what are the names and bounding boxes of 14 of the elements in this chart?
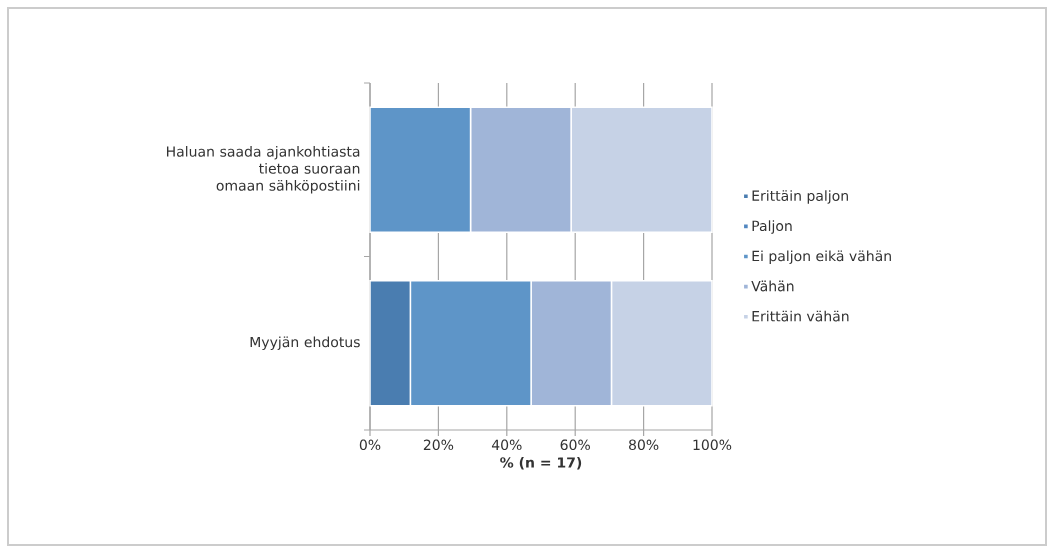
x-tick-label: 40% (491, 439, 522, 451)
x-tick-label: 60% (560, 439, 590, 451)
legend-label: Erittäin vähän (752, 310, 849, 322)
x-tick-label: 100% (693, 439, 732, 451)
legend-label: Paljon (752, 220, 792, 234)
legend-label: Ei paljon eikä vähän (752, 250, 891, 264)
legend-label: Erittäin paljon (752, 190, 848, 204)
x-axis-title: % (n = 17) (500, 456, 582, 470)
x-tick-label: 20% (423, 439, 454, 451)
legend-label: Vähän (751, 280, 794, 292)
y-tick-label: Haluan saada ajankohtiasta tietoa suoraan omaan sähköpostiini (167, 145, 360, 194)
x-tick-label: 80% (629, 439, 659, 451)
x-tick-label: 0% (359, 439, 381, 451)
y-tick-label: Myyjän ehdotus (250, 336, 360, 351)
